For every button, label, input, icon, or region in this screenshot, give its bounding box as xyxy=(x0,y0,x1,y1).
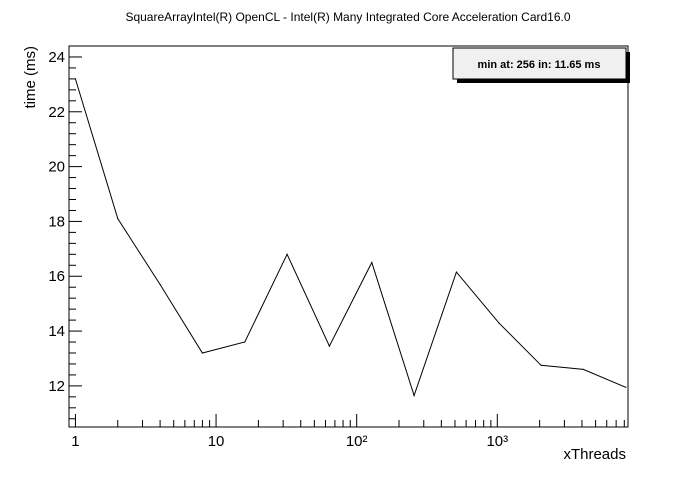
data-point xyxy=(328,345,331,347)
legend-annotation: min at: 256 in: 11.65 ms xyxy=(478,59,601,71)
x-axis-label: xThreads xyxy=(563,446,626,463)
y-tick-label: 12 xyxy=(48,378,65,395)
data-point xyxy=(244,341,246,343)
plot-frame xyxy=(68,45,629,428)
y-tick-label: 14 xyxy=(48,323,65,340)
x-tick-label: 1 xyxy=(71,433,79,450)
data-point xyxy=(498,322,500,324)
data-point xyxy=(117,218,119,220)
legend-box: min at: 256 in: 11.65 ms xyxy=(452,47,630,83)
y-tick-label: 16 xyxy=(48,268,65,285)
data-point xyxy=(371,261,373,264)
y-axis-label: time (ms) xyxy=(22,46,39,109)
data-point xyxy=(455,271,458,273)
legend-frame xyxy=(452,47,627,80)
y-tick-label: 18 xyxy=(48,213,65,230)
data-point xyxy=(286,253,288,255)
series-line xyxy=(74,78,626,398)
y-tick-label: 22 xyxy=(48,104,65,121)
data-point xyxy=(201,352,204,354)
y-axis: 12 14 16 18 20 22 24 xyxy=(48,45,82,420)
data-point xyxy=(74,78,77,80)
data-point xyxy=(413,394,415,397)
series-layer xyxy=(74,78,627,398)
y-tick-label: 24 xyxy=(48,49,65,66)
x-tick-label: 10 xyxy=(208,433,225,450)
x-axis: 1 10 10² 10³ xyxy=(71,414,625,450)
x-tick-label: 10² xyxy=(346,433,368,450)
data-point xyxy=(625,386,627,388)
data-point xyxy=(540,364,542,366)
y-tick-label: 20 xyxy=(48,159,65,176)
data-point xyxy=(582,368,585,371)
data-point xyxy=(159,283,161,286)
chart-title: SquareArrayIntel(R) OpenCL - Intel(R) Ma… xyxy=(125,10,570,24)
x-tick-label: 10³ xyxy=(486,433,508,450)
